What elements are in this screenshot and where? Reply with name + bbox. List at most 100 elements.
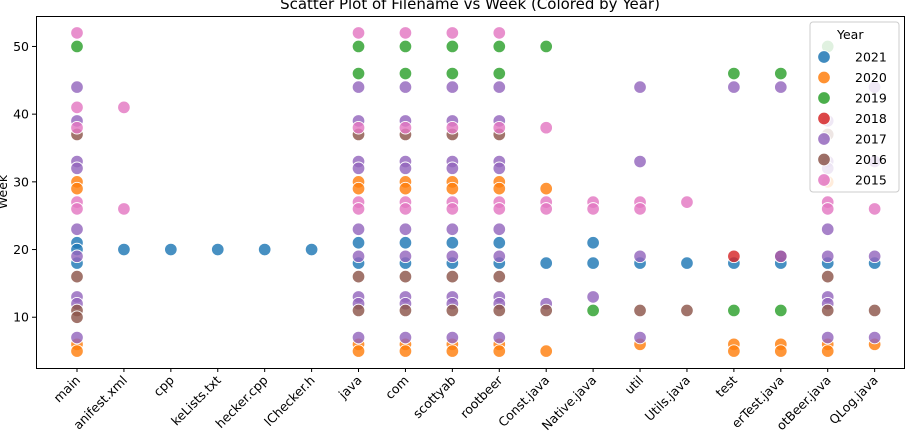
- data-point: [867, 249, 882, 264]
- data-point: [680, 303, 694, 318]
- data-point: [70, 80, 84, 94]
- x-tick-label: test: [712, 372, 740, 400]
- data-point: [70, 249, 84, 264]
- data-point: [539, 344, 553, 358]
- x-tick-label: com: [382, 373, 411, 402]
- data-point: [539, 202, 553, 216]
- legend-entry: 2019: [855, 91, 887, 106]
- data-point: [633, 303, 647, 318]
- data-point: [774, 249, 788, 264]
- data-point: [351, 303, 366, 318]
- data-point: [492, 303, 507, 318]
- y-axis-label: Week: [0, 174, 10, 209]
- data-point: [351, 161, 366, 176]
- data-point: [398, 303, 413, 318]
- data-point: [351, 344, 366, 358]
- data-point: [492, 202, 507, 216]
- data-point: [820, 269, 835, 284]
- data-point: [117, 202, 131, 216]
- data-point: [398, 202, 413, 216]
- data-point: [727, 80, 741, 94]
- data-point: [70, 39, 84, 54]
- x-tick-label: QLog.java: [826, 373, 881, 428]
- data-point: [445, 26, 460, 40]
- data-point: [492, 26, 507, 40]
- data-point: [820, 202, 835, 216]
- data-point: [351, 39, 366, 54]
- legend-entry: 2018: [855, 111, 887, 126]
- data-point: [70, 222, 84, 236]
- x-tick-label: main: [50, 373, 83, 406]
- data-point: [445, 202, 460, 216]
- data-point: [633, 80, 647, 94]
- data-point: [820, 344, 835, 358]
- data-point: [445, 269, 460, 284]
- legend-entry: 2021: [855, 50, 887, 65]
- points-layer: [70, 26, 882, 358]
- data-point: [867, 303, 882, 318]
- data-point: [445, 161, 460, 176]
- data-point: [398, 236, 413, 250]
- data-point: [539, 120, 553, 135]
- data-point: [586, 290, 600, 304]
- data-point: [257, 242, 272, 257]
- data-point: [351, 80, 366, 94]
- data-point: [820, 222, 835, 236]
- data-point: [398, 80, 413, 94]
- legend-marker: [817, 70, 831, 85]
- data-point: [445, 120, 460, 135]
- data-point: [539, 181, 553, 196]
- data-point: [680, 256, 694, 270]
- data-point: [539, 39, 553, 54]
- data-point: [492, 330, 507, 345]
- data-point: [445, 303, 460, 318]
- x-tick-label: lChecker.h: [261, 373, 318, 430]
- data-point: [445, 80, 460, 94]
- legend-marker: [817, 50, 831, 64]
- data-point: [492, 120, 507, 135]
- data-point: [774, 80, 788, 94]
- data-point: [70, 161, 84, 176]
- legend-title: Year: [836, 27, 864, 42]
- legend-box: [809, 21, 900, 193]
- data-point: [633, 154, 647, 169]
- data-point: [539, 256, 553, 270]
- data-point: [586, 303, 600, 318]
- y-tick-label: 40: [13, 107, 29, 122]
- legend-marker: [817, 91, 831, 105]
- data-point: [445, 330, 460, 345]
- y-tick-label: 10: [13, 310, 29, 325]
- data-point: [820, 249, 835, 264]
- data-point: [633, 202, 647, 216]
- data-point: [351, 236, 366, 250]
- data-point: [351, 181, 366, 196]
- data-point: [445, 39, 460, 54]
- data-point: [211, 242, 225, 257]
- data-point: [445, 249, 460, 264]
- x-tick-label: Utils.java: [642, 373, 693, 424]
- data-point: [70, 269, 84, 284]
- data-point: [351, 269, 366, 284]
- data-point: [351, 249, 366, 264]
- data-point: [633, 249, 647, 264]
- data-point: [117, 242, 131, 257]
- data-point: [774, 303, 788, 318]
- legend-entry: 2015: [855, 173, 887, 188]
- plot-frame: [36, 16, 905, 369]
- x-tick-label: cpp: [150, 372, 177, 399]
- data-point: [398, 222, 413, 236]
- data-point: [70, 202, 84, 216]
- legend-marker: [817, 173, 831, 187]
- data-point: [586, 202, 600, 216]
- legend: Year 2021 2020 2019 2018 2017 2016 2015: [809, 21, 900, 193]
- chart-title: Scatter Plot of Filename vs Week (Colore…: [280, 0, 660, 13]
- data-point: [398, 26, 413, 40]
- data-point: [70, 120, 84, 135]
- data-point: [633, 330, 647, 345]
- data-point: [492, 161, 507, 176]
- data-point: [351, 26, 366, 40]
- data-point: [492, 181, 507, 196]
- data-point: [398, 120, 413, 135]
- data-point: [492, 80, 507, 94]
